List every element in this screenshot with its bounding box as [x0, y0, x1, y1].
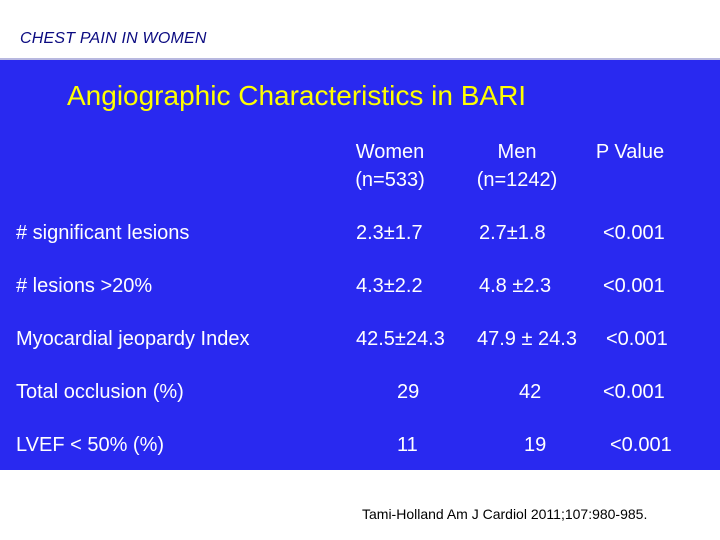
cell-lvef-under-50-women: 11	[397, 434, 418, 456]
row-label-total-occlusion: Total occlusion (%)	[16, 381, 184, 403]
cell-total-occlusion-p: <0.001	[603, 381, 665, 403]
column-header-women-name: Women	[355, 141, 425, 163]
cell-lesions-over-20-men: 4.8 ±2.3	[479, 275, 552, 297]
cell-total-occlusion-men: 42	[519, 381, 542, 403]
column-header-women: Women (n=533)	[340, 138, 440, 194]
header-divider	[0, 58, 720, 60]
cell-significant-lesions-p: <0.001	[603, 222, 665, 244]
column-header-men: Men (n=1242)	[462, 138, 572, 194]
cell-lesions-over-20-women: 4.3±2.2	[356, 275, 423, 297]
citation: Tami-Holland Am J Cardiol 2011;107:980-9…	[362, 506, 648, 522]
column-header-women-count: (n=533)	[355, 169, 425, 191]
cell-significant-lesions-men: 2.7±1.8	[479, 222, 546, 244]
column-header-p-value: P Value	[580, 138, 680, 166]
row-label-lvef-under-50: LVEF < 50% (%)	[16, 434, 165, 456]
cell-lvef-under-50-men: 19	[524, 434, 547, 456]
row-label-significant-lesions: # significant lesions	[16, 222, 190, 244]
row-label-lesions-over-20: # lesions >20%	[16, 275, 153, 297]
column-header-men-count: (n=1242)	[476, 169, 558, 191]
footer-band	[0, 472, 720, 540]
header-band	[0, 0, 720, 58]
slide-title: Angiographic Characteristics in BARI	[67, 80, 527, 111]
footer-divider	[0, 470, 720, 472]
cell-myocardial-jeopardy-men: 47.9 ± 24.3	[477, 328, 577, 350]
cell-lvef-under-50-p: <0.001	[610, 434, 672, 456]
cell-myocardial-jeopardy-women: 42.5±24.3	[356, 328, 445, 350]
row-label-myocardial-jeopardy-index: Myocardial jeopardy Index	[16, 328, 250, 350]
cell-total-occlusion-women: 29	[397, 381, 420, 403]
header-title: CHEST PAIN IN WOMEN	[20, 30, 207, 47]
column-header-men-name: Men	[497, 141, 537, 163]
column-header-p-value-name: P Value	[595, 141, 665, 163]
cell-lesions-over-20-p: <0.001	[603, 275, 665, 297]
cell-myocardial-jeopardy-p: <0.001	[606, 328, 668, 350]
cell-significant-lesions-women: 2.3±1.7	[356, 222, 423, 244]
